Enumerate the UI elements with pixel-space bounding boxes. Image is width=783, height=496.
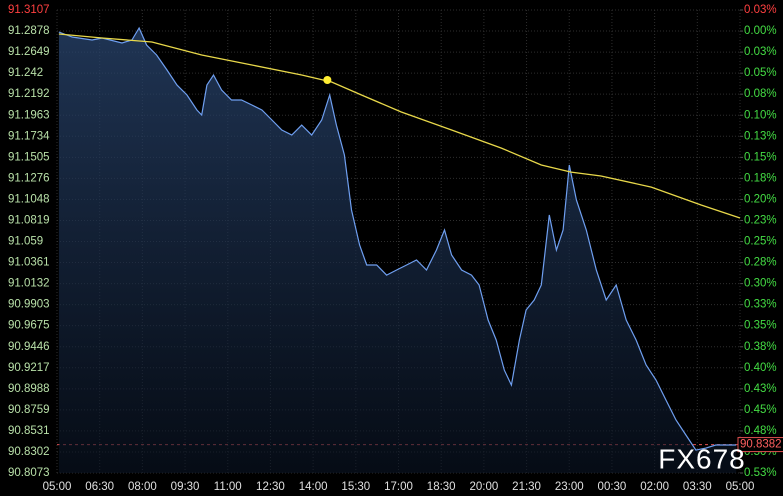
y2-tick-label: 0.40%	[744, 362, 777, 374]
x-tick-label: 21:30	[512, 481, 541, 493]
y-tick-label: 90.8073	[8, 467, 50, 479]
price-area	[58, 28, 737, 473]
y-tick-label: 90.9903	[8, 299, 50, 311]
y2-tick-label: 0.35%	[744, 320, 777, 332]
x-tick-label: 09:30	[171, 481, 200, 493]
x-tick-label: 20:00	[469, 481, 498, 493]
y2-tick-label: 0.20%	[744, 193, 777, 205]
y2-tick-label: 0.33%	[744, 299, 777, 311]
y-tick-label: 91.1276	[8, 172, 50, 184]
price-line	[58, 26, 737, 451]
y-tick-label: 90.9675	[8, 320, 50, 332]
watermark: FX678	[658, 443, 746, 474]
price-line	[58, 33, 741, 219]
y-tick-label: 91.2649	[8, 46, 50, 58]
y2-tick-label: 0.13%	[744, 130, 777, 142]
y2-tick-label: 0.48%	[744, 425, 777, 437]
y2-tick-label: 0.43%	[744, 383, 777, 395]
y2-tick-label: 0.00%	[744, 25, 777, 37]
y2-tick-label: 0.08%	[744, 88, 777, 100]
x-tick-label: 15:30	[341, 481, 370, 493]
y2-tick-label: 0.45%	[744, 404, 777, 416]
highlight-dot	[323, 75, 332, 84]
x-tick-label: 11:00	[214, 481, 242, 493]
y2-tick-label: 0.15%	[744, 151, 777, 163]
y-tick-label: 90.8988	[8, 383, 50, 395]
x-tick-label: 17:00	[384, 481, 413, 493]
y-tick-label: 91.0132	[8, 278, 50, 290]
y-tick-label: 91.1734	[8, 130, 50, 142]
x-tick-label: 18:30	[427, 481, 456, 493]
y2-tick-label: 0.10%	[744, 109, 777, 121]
y2-tick-label: 0.23%	[744, 215, 777, 227]
y-tick-label: 91.1505	[8, 151, 50, 163]
y-tick-label: 90.8302	[8, 446, 50, 458]
y2-tick-label: 0.38%	[744, 341, 777, 353]
y-tick-label: 91.0361	[8, 257, 50, 269]
x-tick-label: 23:00	[555, 481, 584, 493]
x-tick-label: 05:00	[43, 481, 72, 493]
x-tick-label: 06:30	[85, 481, 114, 493]
y-tick-label: 91.3107	[8, 4, 50, 16]
x-tick-label: 03:30	[683, 481, 712, 493]
y-tick-label: 90.9217	[8, 362, 50, 374]
last-price-tag	[737, 437, 783, 453]
y-tick-label: 90.8759	[8, 404, 50, 416]
y-tick-label: 91.1963	[8, 109, 50, 121]
y-tick-label: 91.2878	[8, 25, 50, 37]
y-tick-label: 91.0819	[8, 214, 50, 226]
x-tick-label: 12:30	[256, 481, 285, 493]
x-tick-label: 05:00	[726, 481, 755, 493]
last-price-label: 90.8382	[740, 439, 782, 451]
y-tick-label: 91.059	[8, 236, 43, 248]
y2-tick-label: 0.28%	[744, 257, 777, 269]
y-tick-label: 90.9446	[8, 341, 50, 353]
y2-tick-label: 0.53%	[744, 467, 777, 479]
y2-tick-label: 0.05%	[744, 67, 777, 79]
y2-tick-label: 0.18%	[744, 172, 777, 184]
y2-tick-label: 0.03%	[744, 46, 777, 58]
x-tick-label: 00:30	[598, 481, 627, 493]
x-tick-label: 02:00	[640, 481, 669, 493]
y-tick-label: 90.8531	[8, 425, 50, 437]
y-tick-label: 91.1048	[8, 193, 50, 205]
y2-tick-label: 0.30%	[744, 278, 777, 290]
x-tick-label: 08:00	[128, 481, 157, 493]
y-tick-label: 91.2192	[8, 88, 50, 100]
y-tick-label: 91.242	[8, 67, 43, 79]
x-tick-label: 14:00	[299, 481, 328, 493]
y2-tick-label: 0.03%	[744, 4, 777, 16]
y2-tick-label: 0.25%	[744, 236, 777, 248]
